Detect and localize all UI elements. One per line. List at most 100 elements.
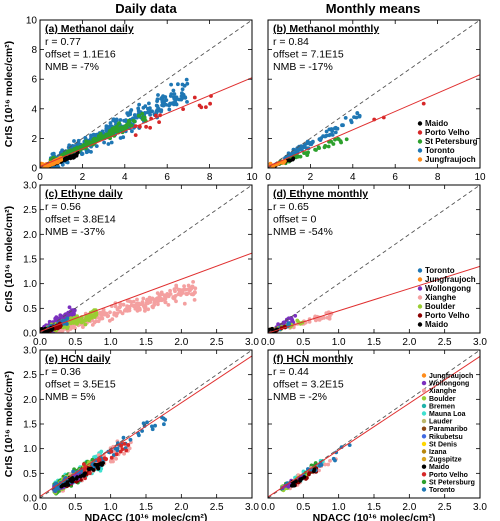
data-point	[123, 125, 128, 130]
data-point	[49, 328, 54, 332]
stat-line: r = 0.77	[45, 36, 81, 48]
y-tick-label: 2.0	[23, 230, 37, 241]
x-tick-label: 3.0	[473, 337, 487, 348]
data-point	[159, 290, 164, 295]
data-point	[73, 326, 77, 330]
x-tick-label: 2.0	[402, 337, 416, 348]
data-point	[160, 102, 165, 107]
data-point	[69, 309, 74, 314]
data-point	[94, 319, 98, 324]
data-point	[96, 466, 101, 471]
data-point	[174, 299, 178, 304]
data-point	[145, 420, 150, 425]
data-point	[172, 92, 177, 96]
x-tick-label: 1.0	[332, 502, 346, 513]
data-point	[102, 140, 106, 145]
data-point	[174, 95, 179, 100]
data-point	[121, 135, 126, 140]
stat-line: offset = 0	[273, 214, 316, 226]
data-point	[119, 443, 124, 448]
data-point	[71, 469, 75, 474]
x-tick-label: 0	[37, 172, 43, 183]
data-point	[192, 290, 197, 295]
fit-line	[40, 77, 252, 167]
data-point	[164, 102, 168, 107]
data-point	[141, 296, 146, 301]
data-point	[182, 287, 187, 292]
data-point	[118, 118, 123, 122]
y-tick-label: 6	[31, 75, 37, 86]
data-point	[80, 152, 85, 156]
legend-marker	[421, 434, 427, 439]
data-point	[133, 133, 138, 138]
data-point	[344, 137, 349, 142]
data-point	[180, 82, 185, 87]
data-point	[82, 473, 86, 478]
data-point	[111, 117, 116, 122]
stat-line: offset = 7.1E15	[273, 49, 344, 61]
legend-marker	[421, 418, 427, 424]
data-point	[83, 322, 88, 327]
plot-area	[268, 185, 480, 333]
data-point	[169, 92, 174, 97]
data-point	[182, 301, 187, 306]
data-point	[131, 118, 136, 123]
legend-marker	[417, 157, 423, 162]
data-point	[94, 310, 99, 315]
data-point	[149, 297, 154, 301]
x-axis-label: NDACC (10¹⁶ molec/cm²)	[313, 512, 436, 521]
data-point	[82, 468, 87, 472]
data-point	[179, 291, 184, 296]
data-point	[327, 133, 331, 138]
data-point	[58, 313, 63, 318]
y-axis-label: CrIS (10¹⁶ molec/cm²)	[3, 206, 15, 312]
data-point	[122, 442, 127, 446]
data-point	[155, 97, 160, 102]
data-point	[107, 124, 112, 129]
data-point	[124, 448, 129, 453]
data-point	[155, 296, 160, 301]
legend-marker	[421, 411, 427, 416]
legend-marker	[417, 322, 423, 327]
legend-marker	[417, 268, 423, 273]
data-point	[100, 463, 104, 467]
data-point	[142, 305, 147, 309]
x-tick-label: 1.0	[332, 337, 346, 348]
data-point	[180, 87, 185, 92]
data-point	[93, 454, 98, 459]
legend-marker	[417, 139, 423, 144]
legend-marker	[421, 479, 427, 485]
legend-marker	[421, 464, 427, 469]
x-tick-label: 2.5	[438, 502, 452, 513]
data-point	[64, 156, 69, 161]
data-point	[329, 127, 334, 131]
data-point	[64, 482, 69, 487]
x-tick-label: 2.5	[210, 337, 224, 348]
data-point	[109, 449, 114, 454]
data-point	[160, 97, 165, 102]
data-point	[118, 301, 123, 306]
legend-marker	[421, 373, 427, 378]
legend-entry: Porto Velho	[429, 472, 468, 479]
data-point	[125, 122, 130, 127]
fit-line	[268, 74, 480, 167]
data-point	[137, 433, 141, 438]
data-point	[312, 467, 317, 472]
data-point	[54, 315, 59, 320]
data-point	[150, 304, 155, 309]
x-tick-label: 0.0	[261, 502, 275, 513]
legend-entry: St Petersburg	[425, 137, 478, 146]
data-point	[159, 108, 164, 113]
data-point	[156, 93, 160, 97]
data-point	[129, 300, 133, 304]
one-to-one-line	[268, 20, 480, 168]
data-point	[106, 142, 111, 146]
y-tick-label: 0.0	[23, 494, 37, 505]
data-point	[89, 133, 93, 138]
stat-line: r = 0.44	[273, 366, 309, 378]
data-point	[126, 113, 131, 117]
data-point	[162, 422, 166, 427]
y-tick-label: 0.5	[23, 469, 37, 480]
data-point	[67, 305, 72, 310]
legend-marker	[421, 396, 427, 401]
